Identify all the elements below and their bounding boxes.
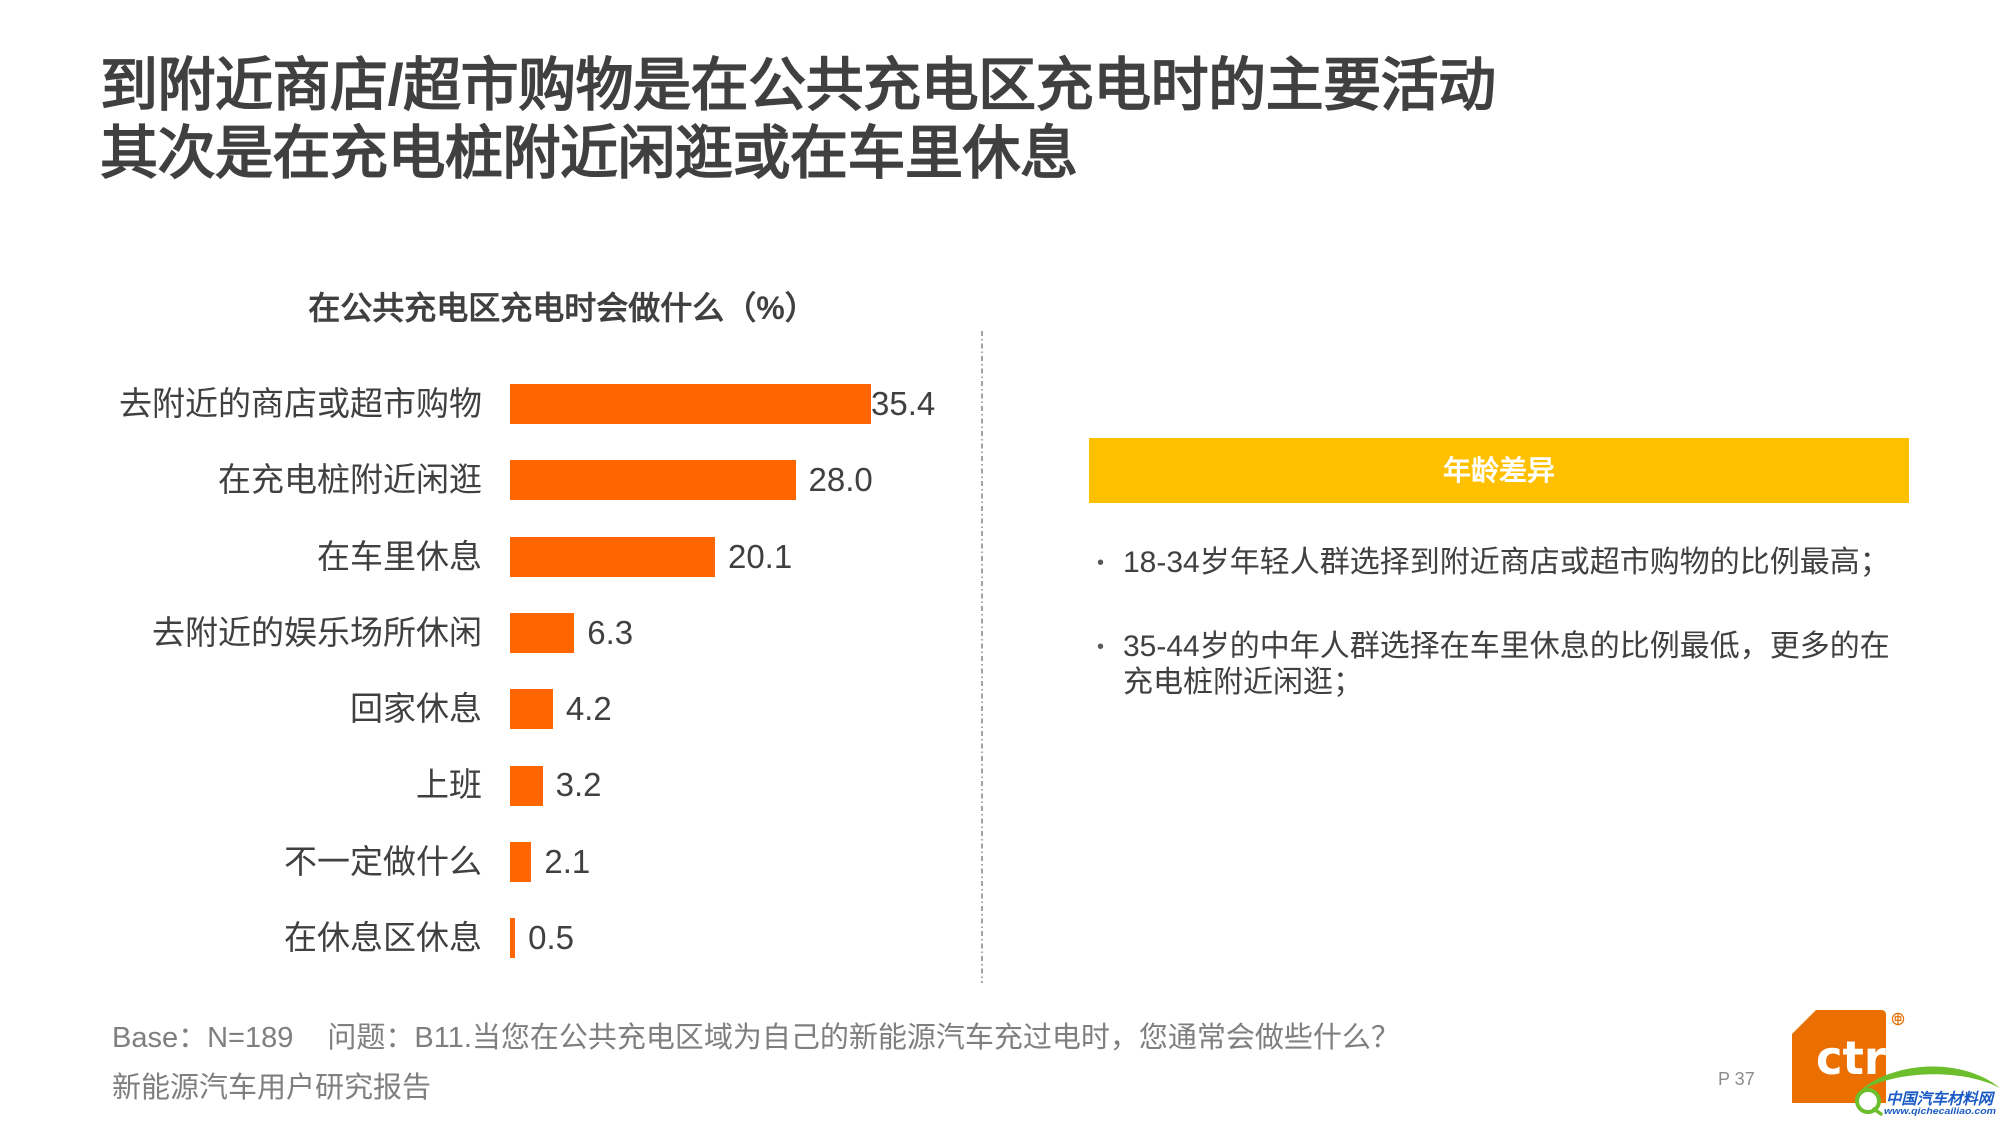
category-label: 在休息区休息	[284, 919, 482, 957]
logo-text: ctr	[1816, 1031, 1886, 1085]
watermark-name: 中国汽车材料网	[1886, 1090, 1995, 1108]
survey-question: 问题：B11.当您在公共充电区域为自己的新能源汽车充过电时，您通常会做些什么？	[327, 1022, 1400, 1054]
value-label: 20.1	[727, 537, 793, 575]
bar-row: 在充电桩附近闲逛 28.0	[0, 442, 980, 518]
value-label: 6.3	[587, 613, 634, 651]
category-label: 去附近的娱乐场所休闲	[152, 613, 482, 651]
category-label: 上班	[416, 766, 482, 804]
sample-base: Base：N=189	[112, 1022, 294, 1054]
slide-title-line-2: 其次是在充电桩附近闲逛或在车里休息	[100, 121, 1078, 186]
bullet-icon: •	[1097, 552, 1105, 574]
value-label: 4.2	[565, 690, 612, 728]
bar	[510, 841, 532, 882]
logo-badge-shape	[1792, 1010, 1886, 1103]
value-label: 28.0	[808, 461, 873, 499]
category-label: 去附近的商店或超市购物	[119, 385, 482, 422]
value-label: 0.5	[528, 919, 574, 957]
slide-title-line-1: 到附近商店/超市购物是在公共充电区充电时的主要活动	[100, 53, 1496, 118]
footer-note: Base：N=189 问题：B11.当您在公共充电区域为自己的新能源汽车充过电时，…	[112, 1020, 1400, 1056]
bar-row: 在车里休息 20.1	[0, 519, 980, 595]
finding-text: 35-44岁的中年人群选择在车里休息的比例最低，更多的在充电桩附近闲逛；	[1123, 630, 1890, 699]
page-number: P 37	[1718, 1069, 1755, 1089]
bullet-icon: •	[1097, 636, 1105, 658]
q-ring-icon	[1855, 1088, 1881, 1114]
value-label: 3.2	[555, 766, 602, 804]
bar	[510, 918, 516, 959]
report-name: 新能源汽车用户研究报告	[112, 1072, 432, 1104]
watermark-url: www.qichecailiao.com	[1884, 1106, 1997, 1117]
slide-title: 到附近商店/超市购物是在公共充电区充电时的主要活动 其次是在充电桩附近闲逛或在车…	[100, 52, 1496, 188]
bar-row: 上班 3.2	[0, 747, 980, 823]
bar	[510, 689, 553, 730]
car-roof-swoosh-icon	[1858, 1066, 2000, 1093]
category-label: 在充电桩附近闲逛	[218, 461, 482, 499]
bar-row: 去附近的商店或超市购物 35.4	[0, 366, 980, 442]
bar-chart: 去附近的商店或超市购物 35.4 在充电桩附近闲逛 28.0 在车里休息 20.…	[0, 366, 980, 976]
bar-row: 在休息区休息 0.5	[0, 900, 980, 976]
site-watermark: 中国汽车材料网 www.qichecailiao.com	[1855, 1066, 2000, 1117]
bar	[510, 384, 871, 425]
bar	[510, 765, 543, 806]
panel-header: 年龄差异	[1089, 438, 1909, 503]
bar-row: 回家休息 4.2	[0, 671, 980, 747]
chart-title: 在公共充电区充电时会做什么（%）	[308, 290, 817, 326]
category-label: 不一定做什么	[284, 842, 482, 880]
value-label: 35.4	[871, 385, 936, 422]
ctr-logo: ctr	[1792, 1010, 1905, 1103]
finding-item: • 18-34岁年轻人群选择到附近商店或超市购物的比例最高；	[1097, 545, 1901, 581]
finding-item: • 35-44岁的中年人群选择在车里休息的比例最低，更多的在充电桩附近闲逛；	[1097, 629, 1901, 701]
bar	[510, 536, 715, 577]
value-label: 2.1	[544, 842, 591, 880]
findings-list: • 18-34岁年轻人群选择到附近商店或超市购物的比例最高； • 35-44岁的…	[1097, 545, 1901, 749]
registered-mark-icon	[1891, 1012, 1905, 1026]
finding-text: 18-34岁年轻人群选择到附近商店或超市购物的比例最高；	[1123, 546, 1890, 579]
bar-row: 去附近的娱乐场所休闲 6.3	[0, 595, 980, 671]
category-label: 在车里休息	[317, 537, 482, 575]
category-label: 回家休息	[350, 690, 482, 728]
bar	[510, 460, 796, 501]
bar-row: 不一定做什么 2.1	[0, 824, 980, 900]
dashed-divider	[981, 331, 983, 983]
bar	[510, 613, 575, 654]
